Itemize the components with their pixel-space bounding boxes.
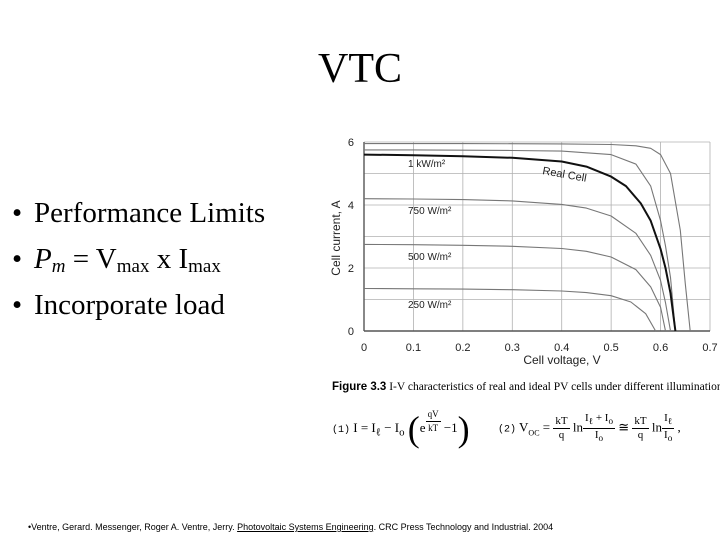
frac-den-sub: o: [667, 433, 673, 444]
equation-number: (1): [332, 424, 351, 436]
chart-axes: 0 0.1 0.2 0.3 0.4 0.5 0.6 0.7 0 2 4 6: [348, 137, 718, 354]
bullet-list: • Performance Limits • Pm = Vmax x Imax • I…: [12, 190, 265, 328]
imax-subscript: max: [188, 256, 221, 277]
frac-den-i: I: [594, 429, 599, 442]
eq2-ln2: ln: [648, 419, 663, 435]
eq1-exponent: qV kT: [425, 408, 441, 435]
equation-number: (2): [498, 424, 517, 436]
iv-curve: [363, 153, 677, 332]
eq2-approx: ≅: [615, 419, 633, 435]
y-tick-label: 2: [348, 263, 354, 275]
bullet-icon: •: [12, 289, 23, 321]
y-axis-title: Cell current, A: [329, 200, 343, 275]
series-label-250: 250 W/m²: [408, 300, 452, 311]
figure-caption: Figure 3.3 I-V characteristics of real a…: [332, 381, 720, 393]
eq2-lhs: V: [519, 419, 529, 435]
iv-characteristics-chart: 0 0.1 0.2 0.3 0.4 0.5 0.6 0.7 0 2 4 6 1 kW/m² Real …: [329, 137, 718, 367]
frac-den: Io: [662, 429, 674, 445]
bullet-incorporate-load: • Incorporate load: [12, 282, 265, 328]
frac-num: Iℓ + Io: [583, 412, 616, 430]
reference-citation: •Ventre, Gerard. Messenger, Roger A. Ven…: [28, 522, 553, 532]
frac-num-i: I: [585, 412, 589, 424]
bullet-pm-formula: • Pm = Vmax x Imax: [12, 236, 265, 282]
frac-num-sub: ℓ: [588, 416, 594, 427]
x-tick-label: 0.5: [603, 342, 618, 354]
frac-den: q: [637, 429, 644, 442]
iv-curve: [363, 243, 667, 332]
bullet-text: Incorporate load: [34, 289, 225, 321]
eq2-frac-4: Iℓ Io: [662, 412, 675, 445]
left-paren: (: [407, 409, 420, 449]
eq2-eq: =: [539, 419, 554, 435]
equation-1: (1) I = Iℓ − Io (e qV kT −1): [332, 408, 470, 450]
vmax-subscript: max: [116, 256, 150, 277]
pm-symbol: P: [34, 243, 52, 275]
eq1-lhs: I = I: [353, 419, 376, 435]
iv-curve: [364, 143, 691, 332]
frac-den: Io: [583, 429, 615, 445]
eq1-l-sub: ℓ: [375, 426, 381, 439]
x-tick-label: 0.1: [406, 342, 421, 354]
frac-num-tail: + I: [593, 412, 609, 424]
frac-num: kT: [553, 415, 570, 430]
eq2-frac-3: kT q: [632, 415, 649, 442]
series-label-750: 750 W/m²: [408, 206, 452, 217]
times-i: x I: [149, 243, 189, 275]
eq2-ln: ln: [569, 419, 583, 435]
exp-den: kT: [428, 423, 439, 433]
pm-subscript: m: [51, 256, 66, 277]
series-label-500: 500 W/m²: [408, 252, 452, 263]
iv-curve: [364, 149, 676, 332]
frac-num-sub: ℓ: [667, 416, 673, 427]
frac-den-sub: o: [598, 433, 604, 444]
equals-v: = V: [65, 243, 117, 275]
reference-book-title: Photovoltaic Systems Engineering: [237, 522, 374, 532]
x-tick-label: 0.2: [455, 342, 470, 354]
caption-text: I-V characteristics of real and ideal PV…: [389, 381, 720, 393]
bullet-performance-limits: • Performance Limits: [12, 190, 265, 236]
y-tick-label: 4: [348, 200, 354, 212]
frac-num-i: I: [664, 412, 668, 424]
chart-labels: 1 kW/m² Real Cell 750 W/m² 500 W/m² 250 …: [408, 159, 588, 311]
iv-curve: [363, 287, 657, 332]
iv-curve: [363, 198, 672, 332]
eq1-minus: − I: [380, 419, 400, 435]
frac-num: Iℓ: [662, 412, 675, 430]
frac-den: q: [558, 429, 565, 442]
eq1-e: e: [419, 419, 426, 435]
x-tick-label: 0.3: [505, 342, 520, 354]
equation-2: (2) VOC = kT q ln Iℓ + Io Io ≅ kT q ln Iℓ Io ,: [498, 412, 681, 445]
reference-publisher: . CRC Press Technology and Industrial. 2…: [373, 522, 554, 532]
bullet-text: Performance Limits: [34, 197, 266, 229]
x-axis-title: Cell voltage, V: [523, 353, 600, 367]
exp-num: qV: [425, 408, 441, 422]
bullet-icon: •: [12, 197, 23, 229]
y-tick-label: 6: [348, 137, 354, 149]
right-paren: ): [457, 409, 470, 449]
chart-series: [363, 143, 691, 332]
series-label-1kw: 1 kW/m²: [408, 159, 446, 170]
x-tick-label: 0.6: [653, 342, 668, 354]
chart-grid: [363, 141, 711, 332]
frac-num-sub2: o: [608, 416, 614, 427]
x-tick-label: 0.4: [554, 342, 569, 354]
eq2-frac-2: Iℓ + Io Io: [583, 412, 616, 445]
x-tick-label: 0.7: [702, 342, 717, 354]
reference-authors: •Ventre, Gerard. Messenger, Roger A. Ven…: [28, 522, 238, 532]
bullet-icon: •: [12, 243, 23, 275]
frac-den-i: I: [664, 429, 668, 442]
eq2-comma: ,: [674, 419, 681, 435]
y-tick-label: 0: [348, 326, 354, 338]
slide-title: VTC: [318, 46, 402, 92]
eq1-o-sub: o: [399, 426, 405, 439]
series-label-real-cell: Real Cell: [541, 165, 587, 185]
figure-number: Figure 3.3: [332, 381, 387, 393]
frac-num: kT: [632, 415, 649, 430]
eq2-lhs-sub: OC: [528, 428, 540, 438]
eq2-frac-1: kT q: [553, 415, 570, 442]
eq1-tail: −1: [440, 419, 458, 435]
x-tick-label: 0: [361, 342, 367, 354]
